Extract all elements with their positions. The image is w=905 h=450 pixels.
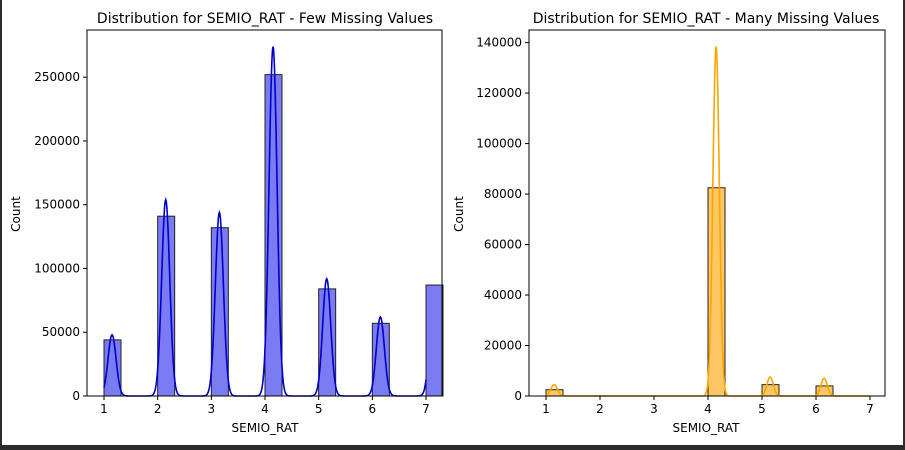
x-tick-label: 6 <box>812 402 820 416</box>
y-axis-label-right: Count <box>452 196 466 232</box>
y-tick-label: 120000 <box>476 86 522 100</box>
x-tick-label: 2 <box>596 402 604 416</box>
chart-title-right: Distribution for SEMIO_RAT - Many Missin… <box>533 11 880 27</box>
x-tick-label: 6 <box>369 402 377 416</box>
x-tick-label: 3 <box>208 402 216 416</box>
y-tick-label: 140000 <box>476 36 522 50</box>
y-tick-label: 100000 <box>34 261 80 275</box>
x-tick-label: 5 <box>315 402 323 416</box>
plot-frame-left <box>86 29 443 397</box>
plot-marks-left: 1 2 3 4 5 6 7 0 50000 100000 150000 200000 250000 <box>34 46 444 416</box>
y-tick-label: 20000 <box>484 339 522 353</box>
y-tick-label: 80000 <box>484 187 522 201</box>
kde-line <box>103 46 427 397</box>
y-tick-label: 40000 <box>484 288 522 302</box>
subplot-many-missing: Distribution for SEMIO_RAT - Many Missin… <box>452 11 886 435</box>
x-tick-label: 5 <box>758 402 766 416</box>
x-tick-label: 1 <box>542 402 550 416</box>
bar-7 <box>425 284 444 397</box>
y-tick-label: 0 <box>514 389 522 403</box>
plot-frame-right <box>528 29 886 397</box>
x-tick-label: 3 <box>650 402 658 416</box>
y-tick-label: 50000 <box>42 325 80 339</box>
y-tick-label: 200000 <box>34 134 80 148</box>
x-axis-label-right: SEMIO_RAT <box>673 421 741 435</box>
y-tick-label: 150000 <box>34 198 80 212</box>
x-tick-label: 1 <box>100 402 108 416</box>
y-tick-label: 250000 <box>34 70 80 84</box>
y-axis-label-left: Count <box>9 196 23 232</box>
x-tick-label: 7 <box>422 402 430 416</box>
plot-marks-right: 1 2 3 4 5 6 7 0 20000 40000 60000 80000 100000 120000… <box>476 36 874 416</box>
x-axis-label-left: SEMIO_RAT <box>232 421 300 435</box>
x-tick-label: 7 <box>866 402 874 416</box>
subplot-few-missing: Distribution for SEMIO_RAT - Few Missing… <box>9 11 444 435</box>
chart-title-left: Distribution for SEMIO_RAT - Few Missing… <box>97 11 433 27</box>
x-tick-label: 2 <box>154 402 162 416</box>
y-tick-label: 60000 <box>484 238 522 252</box>
y-tick-label: 100000 <box>476 137 522 151</box>
x-tick-label: 4 <box>261 402 269 416</box>
x-tick-label: 4 <box>704 402 712 416</box>
y-tick-label: 0 <box>72 389 80 403</box>
